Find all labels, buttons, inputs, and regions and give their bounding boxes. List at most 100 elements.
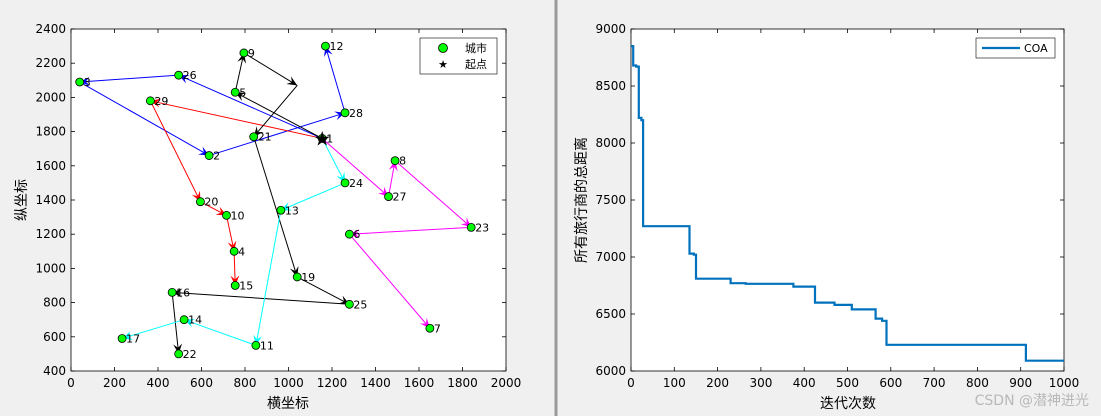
legend-start-marker: ★ <box>438 58 448 71</box>
city-label: 12 <box>329 40 343 53</box>
convergence-axis-ticks: 0 100 200 300 400 500 600 700 800 900 1000 6000 6500… <box>595 22 1079 390</box>
route-x-tick-label: 1800 <box>447 376 478 390</box>
city-label: 25 <box>353 298 367 311</box>
route-3-segment <box>234 91 323 139</box>
convergence-plot-area <box>630 28 1065 372</box>
city-label: 2 <box>213 150 220 163</box>
city-marker <box>75 77 85 87</box>
city-marker <box>204 151 214 160</box>
route-3-segment <box>253 136 298 278</box>
route-2-segment <box>226 215 235 252</box>
city-label: 11 <box>260 339 274 352</box>
convergence-x-tick-label: 500 <box>836 376 859 390</box>
route-plot-area <box>70 28 507 372</box>
route-lines <box>79 45 472 354</box>
city-label: 27 <box>393 191 407 204</box>
city-label: 9 <box>248 47 255 60</box>
city-marker <box>276 205 286 215</box>
route-y-tick-label: 1800 <box>35 125 66 139</box>
city-label: 22 <box>183 348 197 361</box>
route-y-tick-label: 1400 <box>35 193 66 207</box>
route-x-axis-label: 横坐标 <box>267 396 309 412</box>
city-marker <box>384 192 393 201</box>
city-label: 23 <box>475 221 489 234</box>
route-5-arrowhead <box>349 229 360 239</box>
convergence-x-tick-label: 1000 <box>1049 376 1080 390</box>
route-2-segment <box>150 100 323 139</box>
route-y-tick-label: 2200 <box>35 56 66 70</box>
coa-series-line <box>631 44 1064 362</box>
city-marker <box>117 334 127 343</box>
route-1-segment <box>208 112 346 157</box>
city-marker <box>321 41 330 51</box>
route-4-segment <box>121 319 185 339</box>
convergence-x-tick-label: 900 <box>1009 376 1032 390</box>
route-1-arrowhead <box>79 76 91 86</box>
route-city-markers: ★ <box>75 41 476 359</box>
city-marker <box>249 132 259 142</box>
city-marker <box>340 108 350 118</box>
route-y-tick-label: 2400 <box>35 22 66 36</box>
city-marker <box>196 197 205 207</box>
convergence-y-tick-label: 9000 <box>595 22 626 36</box>
city-label: 10 <box>231 209 245 222</box>
city-marker <box>229 246 239 256</box>
route-5-segment <box>394 160 472 228</box>
city-marker <box>230 87 240 97</box>
route-x-tick-label: 1000 <box>273 376 304 390</box>
convergence-x-tick-label: 700 <box>923 376 946 390</box>
city-label: 24 <box>349 177 363 190</box>
city-label: 14 <box>188 314 202 327</box>
legend-start-label: 起点 <box>465 58 487 71</box>
city-label: 17 <box>126 333 140 346</box>
route-4-segment <box>255 210 282 346</box>
route-x-tick-label: 1400 <box>360 376 391 390</box>
route-5-segment <box>349 226 472 235</box>
convergence-y-tick-label: 8000 <box>595 136 626 150</box>
city-marker <box>344 229 354 239</box>
city-label: 5 <box>239 86 246 99</box>
route-y-tick-label: 800 <box>43 296 66 310</box>
convergence-y-tick-label: 6000 <box>595 364 626 378</box>
city-label: 26 <box>183 69 197 82</box>
city-marker <box>179 315 189 325</box>
city-label: 13 <box>285 204 299 217</box>
route-x-tick-label: 600 <box>190 376 213 390</box>
route-1-segment <box>324 45 346 113</box>
route-x-tick-label: 800 <box>234 376 257 390</box>
city-marker <box>174 349 184 359</box>
city-marker <box>340 178 350 188</box>
city-label: 3 <box>84 76 91 89</box>
route-y-tick-label: 2000 <box>35 90 66 104</box>
convergence-x-tick-label: 800 <box>966 376 989 390</box>
legend-city-label: 城市 <box>465 41 487 55</box>
convergence-chart: 0 100 200 300 400 500 600 700 800 900 1000 6000 6500… <box>573 22 1079 412</box>
city-marker <box>230 281 240 290</box>
city-label: 4 <box>238 245 245 258</box>
convergence-y-tick-label: 8500 <box>595 79 626 93</box>
route-4-segment <box>321 138 346 184</box>
convergence-y-tick-label: 7500 <box>595 193 626 207</box>
city-marker <box>390 156 400 166</box>
route-x-tick-label: 2000 <box>491 376 522 390</box>
route-axis-ticks: 0 200 400 600 800 1000 1200 1400 1600 1800 2000400… <box>35 22 521 390</box>
convergence-x-axis-label: 迭代次数 <box>820 396 876 412</box>
route-x-tick-label: 0 <box>67 376 75 390</box>
route-legend: 城市 ★ 起点 <box>419 37 498 75</box>
route-5-segment <box>349 233 431 329</box>
city-marker <box>145 96 155 106</box>
city-label: 16 <box>176 286 190 299</box>
city-label: 19 <box>301 271 315 284</box>
city-label: 21 <box>258 131 272 144</box>
route-3-arrowhead <box>172 288 183 298</box>
convergence-x-tick-label: 0 <box>627 376 635 390</box>
city-marker <box>222 210 231 220</box>
route-3-arrowhead <box>286 76 298 86</box>
city-label: 8 <box>399 155 406 168</box>
city-label: 7 <box>434 322 441 335</box>
route-3-segment <box>243 52 298 86</box>
legend-city-marker <box>438 43 448 53</box>
city-label: 28 <box>349 107 363 120</box>
route-1-segment <box>79 74 179 83</box>
route-legend-box <box>419 37 498 75</box>
